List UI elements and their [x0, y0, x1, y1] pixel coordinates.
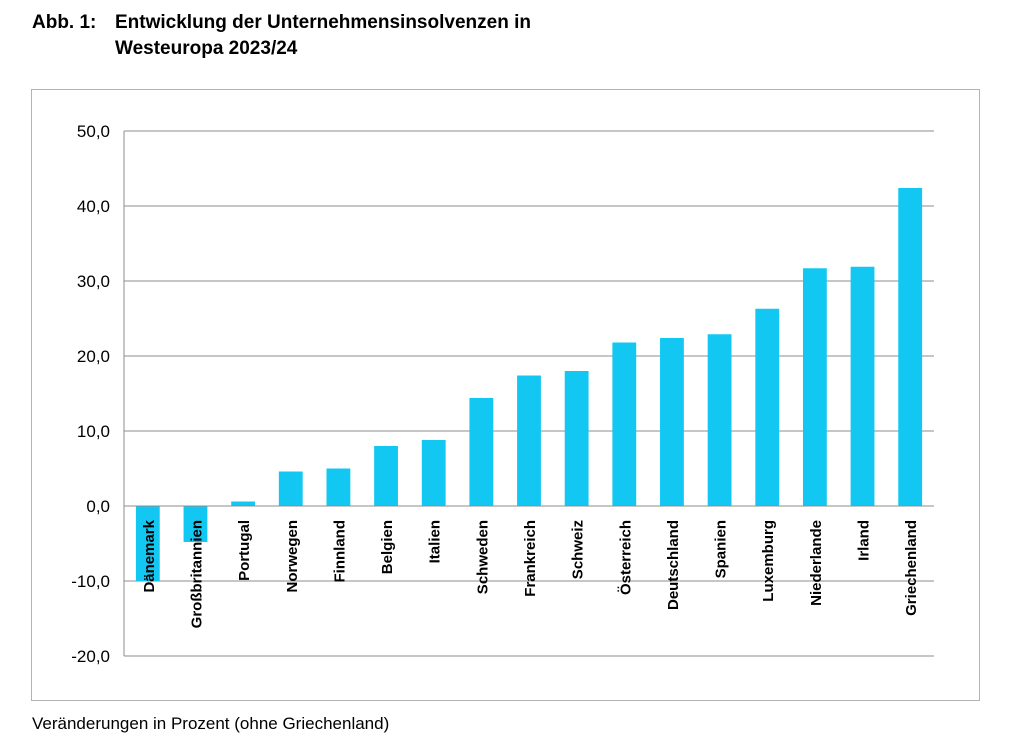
y-tick-label: 50,0	[77, 122, 110, 141]
category-label: Schweiz	[570, 520, 587, 579]
bar	[326, 468, 351, 506]
bar	[802, 268, 827, 506]
bar	[278, 471, 303, 506]
y-tick-label: -20,0	[71, 647, 110, 666]
bar	[850, 266, 875, 506]
figure-caption: Veränderungen in Prozent (ohne Griechenl…	[32, 714, 390, 733]
category-label: Luxemburg	[760, 520, 777, 602]
bar	[135, 506, 160, 581]
bar	[707, 334, 732, 506]
chart-frame	[31, 89, 980, 701]
bar	[183, 506, 208, 542]
y-tick-label: 30,0	[77, 272, 110, 291]
title-line-1: Entwicklung der Unternehmensinsolvenzen …	[115, 12, 531, 33]
bar	[612, 342, 637, 506]
category-label: Norwegen	[284, 520, 301, 593]
category-label: Italien	[427, 520, 444, 563]
y-tick-label: 10,0	[77, 422, 110, 441]
category-label: Spanien	[713, 520, 730, 578]
bar	[469, 398, 494, 506]
y-tick-label: -10,0	[71, 572, 110, 591]
category-label: Belgien	[379, 520, 396, 574]
bar	[755, 308, 780, 506]
category-label: Finnland	[331, 520, 348, 583]
category-label: Schweden	[474, 520, 491, 594]
y-tick-label: 40,0	[77, 197, 110, 216]
bar	[898, 188, 923, 506]
bar	[421, 440, 446, 506]
category-label: Österreich	[617, 520, 634, 595]
figure-number: Abb. 1:	[32, 12, 97, 33]
category-label: Niederlande	[808, 520, 825, 606]
bar	[231, 501, 256, 506]
bar	[374, 446, 398, 506]
category-label: Dänemark	[141, 519, 158, 592]
bar	[564, 371, 589, 506]
title-line-2: Westeuropa 2023/24	[115, 38, 298, 59]
category-label: Frankreich	[522, 520, 539, 597]
category-label: Deutschland	[665, 520, 682, 610]
category-label: Griechenland	[903, 520, 920, 616]
bar	[517, 375, 541, 506]
category-label: Irland	[856, 520, 873, 561]
category-label: Portugal	[236, 520, 253, 581]
y-tick-label: 0,0	[86, 497, 110, 516]
category-label: Großbritannien	[188, 520, 205, 628]
bar	[660, 338, 684, 506]
y-tick-label: 20,0	[77, 347, 110, 366]
figure-title: Abb. 1: Entwicklung der Unternehmensinsol…	[32, 10, 531, 62]
